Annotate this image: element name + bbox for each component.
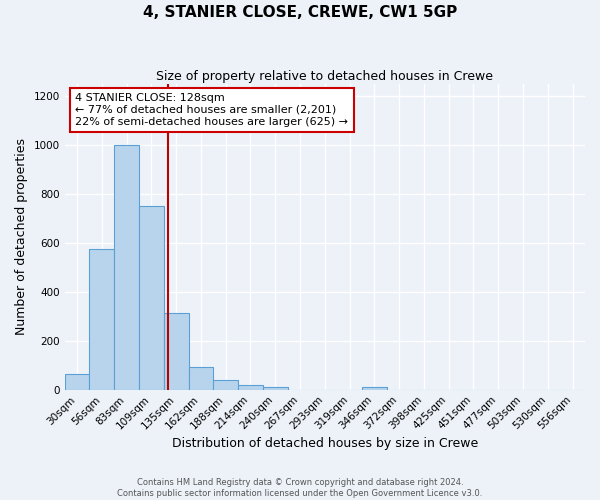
Text: Contains HM Land Registry data © Crown copyright and database right 2024.
Contai: Contains HM Land Registry data © Crown c… — [118, 478, 482, 498]
Text: 4 STANIER CLOSE: 128sqm
← 77% of detached houses are smaller (2,201)
22% of semi: 4 STANIER CLOSE: 128sqm ← 77% of detache… — [75, 94, 348, 126]
Bar — [164, 312, 188, 390]
Bar — [139, 206, 164, 390]
Bar — [188, 366, 214, 390]
Bar — [238, 385, 263, 390]
Text: 4, STANIER CLOSE, CREWE, CW1 5GP: 4, STANIER CLOSE, CREWE, CW1 5GP — [143, 5, 457, 20]
Bar — [214, 380, 238, 390]
Bar — [114, 146, 139, 390]
Bar — [263, 388, 287, 390]
Bar — [65, 374, 89, 390]
Title: Size of property relative to detached houses in Crewe: Size of property relative to detached ho… — [157, 70, 493, 83]
Bar — [362, 388, 387, 390]
Y-axis label: Number of detached properties: Number of detached properties — [15, 138, 28, 336]
Bar — [89, 249, 114, 390]
X-axis label: Distribution of detached houses by size in Crewe: Distribution of detached houses by size … — [172, 437, 478, 450]
